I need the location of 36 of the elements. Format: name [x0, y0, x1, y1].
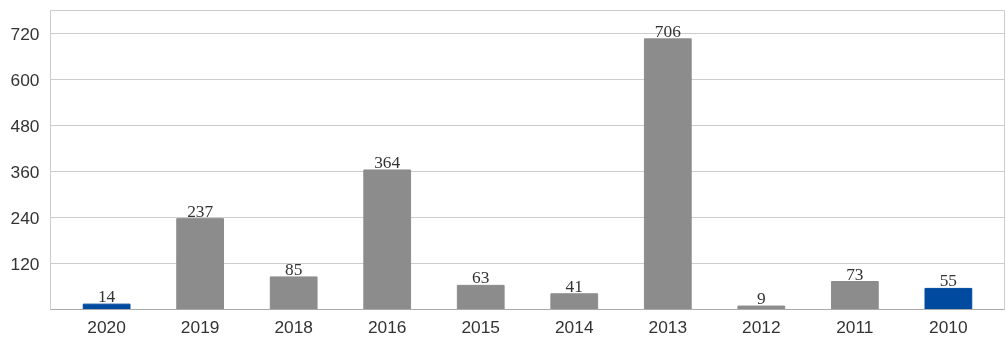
- x-tick-label: 2011: [836, 316, 874, 337]
- x-tick-label: 2013: [648, 316, 688, 337]
- data-label: 706: [654, 21, 682, 41]
- bar: [269, 276, 318, 310]
- data-label: 9: [756, 289, 766, 309]
- data-label: 364: [374, 152, 401, 172]
- y-tick-label: 120: [10, 253, 40, 274]
- bar: [82, 303, 131, 310]
- data-label: 41: [565, 276, 583, 296]
- y-tick-label: 480: [10, 115, 40, 136]
- data-label: 55: [939, 271, 958, 291]
- bar: [176, 218, 225, 310]
- y-tick-label: 240: [10, 207, 40, 228]
- bar: [363, 169, 412, 310]
- bar: [550, 293, 599, 310]
- y-tick-label: 720: [10, 23, 40, 44]
- x-tick-label: 2015: [461, 316, 501, 337]
- data-label: 85: [285, 259, 303, 279]
- data-label: 73: [846, 264, 864, 284]
- bar: [830, 281, 879, 310]
- x-tick-label: 2012: [742, 316, 781, 337]
- x-tick-label: 2020: [87, 316, 126, 337]
- y-tick-label: 360: [10, 161, 40, 182]
- x-tick-label: 2016: [367, 316, 407, 337]
- bar: [924, 287, 973, 310]
- data-label: 237: [187, 201, 214, 221]
- bar: [643, 38, 692, 310]
- bar: [456, 284, 505, 310]
- x-tick-label: 2018: [274, 316, 313, 337]
- x-tick-label: 2010: [929, 316, 968, 337]
- x-tick-label: 2014: [554, 316, 594, 337]
- bar: [737, 305, 786, 310]
- x-tick-label: 2019: [180, 316, 220, 337]
- data-label: 14: [97, 287, 116, 307]
- y-tick-label: 600: [10, 69, 40, 90]
- data-label: 63: [472, 268, 490, 288]
